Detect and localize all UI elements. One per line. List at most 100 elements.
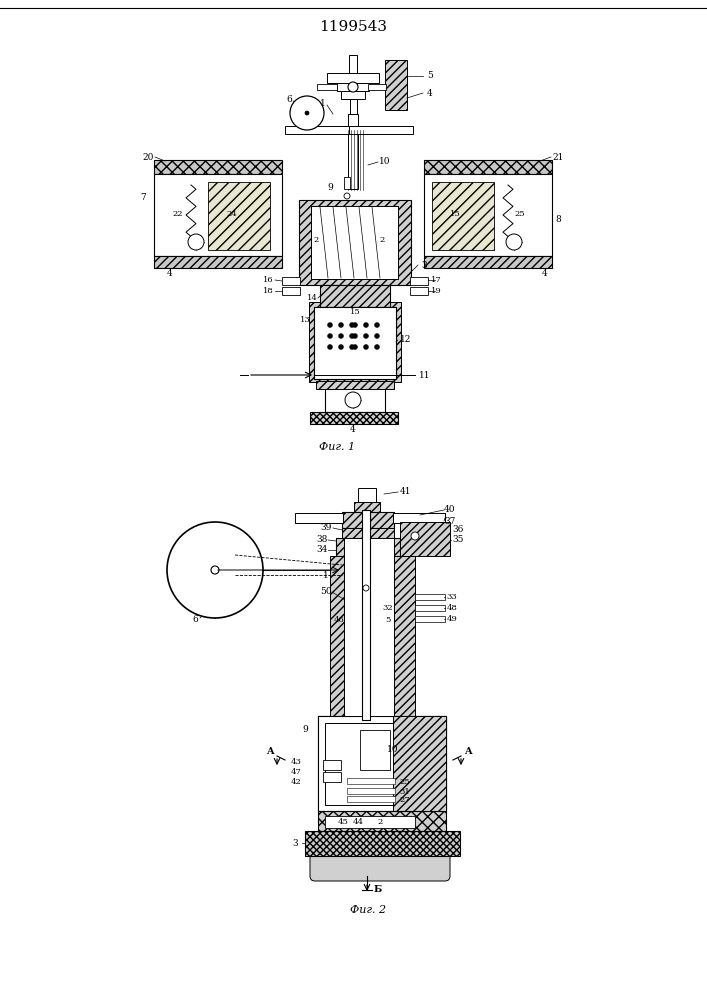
Text: 27: 27	[399, 796, 410, 804]
Text: 9: 9	[302, 726, 308, 734]
Circle shape	[327, 322, 332, 328]
Text: 46: 46	[334, 616, 344, 624]
Circle shape	[327, 344, 332, 350]
Text: 42: 42	[291, 778, 301, 786]
Text: Б: Б	[374, 886, 382, 894]
Text: 41: 41	[399, 488, 411, 496]
Text: 5: 5	[427, 72, 433, 81]
Circle shape	[339, 322, 344, 328]
Text: 24: 24	[227, 210, 238, 218]
Text: 4: 4	[167, 269, 173, 278]
Bar	[393, 513, 445, 523]
Text: 47: 47	[291, 768, 301, 776]
Bar	[350, 99, 357, 114]
Bar	[318, 811, 446, 831]
Bar	[415, 605, 445, 611]
Circle shape	[349, 344, 354, 350]
Bar	[415, 616, 445, 622]
Bar	[341, 91, 365, 99]
Text: 38: 38	[316, 536, 327, 544]
Bar	[320, 285, 390, 307]
Bar	[336, 538, 400, 556]
Bar	[318, 716, 446, 811]
Text: A: A	[267, 748, 274, 756]
Circle shape	[353, 344, 358, 350]
Text: 15: 15	[350, 308, 361, 316]
Bar	[314, 307, 396, 379]
FancyBboxPatch shape	[310, 851, 450, 881]
Bar	[325, 382, 385, 412]
Circle shape	[211, 566, 219, 574]
Text: 19: 19	[431, 287, 441, 295]
Text: 43: 43	[291, 758, 301, 766]
Bar	[424, 256, 552, 268]
Text: 12: 12	[400, 336, 411, 344]
Text: 35: 35	[452, 536, 464, 544]
Circle shape	[353, 322, 358, 328]
Bar	[347, 788, 395, 794]
Text: 10: 10	[379, 157, 391, 166]
Circle shape	[363, 322, 368, 328]
Circle shape	[363, 344, 368, 350]
Text: 49: 49	[447, 615, 457, 623]
Bar	[310, 412, 398, 424]
Text: 7: 7	[140, 192, 146, 202]
Bar	[337, 83, 369, 91]
Text: 21: 21	[552, 152, 563, 161]
Text: 11: 11	[419, 370, 431, 379]
Text: Фиг. 2: Фиг. 2	[350, 905, 386, 915]
Text: 2: 2	[313, 236, 319, 244]
Bar	[424, 174, 552, 256]
Text: 1: 1	[320, 100, 326, 108]
Bar	[410, 287, 428, 295]
Bar	[317, 84, 337, 90]
Text: 36: 36	[452, 526, 464, 534]
Text: A: A	[464, 748, 472, 756]
Bar	[314, 307, 396, 379]
Text: 3: 3	[292, 838, 298, 848]
Text: 48: 48	[447, 604, 457, 612]
Text: 37: 37	[444, 516, 456, 526]
Bar	[154, 160, 282, 174]
Circle shape	[506, 234, 522, 250]
Circle shape	[188, 234, 204, 250]
Text: 18: 18	[262, 287, 274, 295]
Text: 2: 2	[380, 236, 385, 244]
Text: Фиг. 1: Фиг. 1	[319, 442, 355, 452]
Bar	[362, 510, 370, 720]
Circle shape	[363, 585, 369, 591]
Bar	[154, 174, 282, 256]
Bar	[323, 760, 341, 770]
Text: 22: 22	[173, 210, 183, 218]
Bar	[327, 73, 379, 83]
Text: 13: 13	[300, 316, 310, 324]
Bar	[311, 206, 398, 279]
Text: 34: 34	[316, 546, 327, 554]
Bar	[354, 502, 380, 512]
Bar	[330, 556, 345, 716]
Circle shape	[363, 334, 368, 338]
Bar	[282, 277, 300, 285]
Circle shape	[167, 522, 263, 618]
Circle shape	[375, 334, 380, 338]
Text: 8: 8	[555, 216, 561, 225]
Bar	[424, 160, 552, 174]
Bar	[323, 772, 341, 782]
Circle shape	[339, 344, 344, 350]
Text: 25: 25	[515, 210, 525, 218]
Text: 25: 25	[399, 778, 410, 786]
Text: 20: 20	[142, 152, 153, 161]
Text: 4: 4	[350, 426, 356, 434]
Circle shape	[345, 392, 361, 408]
Text: 45: 45	[337, 818, 349, 826]
Bar	[393, 716, 446, 811]
Bar	[309, 302, 401, 382]
Bar	[360, 730, 390, 770]
Circle shape	[290, 96, 324, 130]
Circle shape	[344, 193, 350, 199]
Text: 33: 33	[447, 593, 457, 601]
Circle shape	[349, 322, 354, 328]
Bar	[393, 556, 415, 716]
Bar	[385, 60, 407, 110]
Circle shape	[365, 517, 371, 523]
